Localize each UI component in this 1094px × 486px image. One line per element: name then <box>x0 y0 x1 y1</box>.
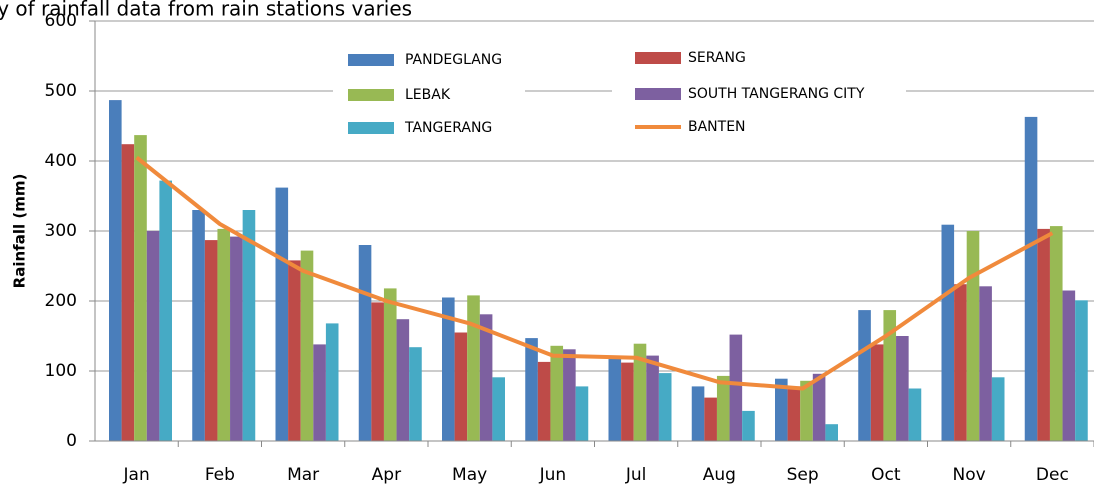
bar <box>608 358 622 441</box>
bar <box>325 323 339 441</box>
x-tick-label: Oct <box>871 465 901 485</box>
bar <box>454 332 468 441</box>
bar <box>525 338 538 441</box>
bar <box>979 286 992 441</box>
bar <box>467 295 480 441</box>
bar <box>313 344 326 441</box>
bar <box>275 187 289 441</box>
bar <box>1062 290 1076 441</box>
bar <box>204 240 218 441</box>
bar <box>908 388 922 441</box>
x-tick-label: Jun <box>539 465 567 485</box>
y-axis-label: Rainfall (mm) <box>11 174 29 289</box>
bar <box>383 288 397 441</box>
y-tick-label: 0 <box>66 431 77 451</box>
bar <box>883 310 897 441</box>
x-tick-label: Nov <box>953 465 986 485</box>
y-tick-label: 100 <box>45 361 77 381</box>
legend-label: TANGERANG <box>404 120 492 136</box>
bar <box>121 144 135 441</box>
bar <box>787 386 801 441</box>
bar <box>800 380 813 441</box>
x-tick-label: Mar <box>287 465 319 485</box>
legend-swatch <box>348 89 394 101</box>
bar <box>1049 226 1063 441</box>
legend-swatch <box>635 88 681 100</box>
bar <box>192 210 205 441</box>
legend-swatch <box>635 52 681 64</box>
bar <box>691 386 705 441</box>
y-tick-label: 300 <box>45 221 77 241</box>
bar <box>358 245 372 441</box>
bar <box>812 373 826 441</box>
bar <box>870 344 884 441</box>
y-tick-label: 200 <box>45 291 77 311</box>
legend-label: LEBAK <box>405 87 451 103</box>
bar <box>658 373 672 441</box>
bar <box>371 302 384 441</box>
legend-label: BANTEN <box>688 119 746 135</box>
bar <box>1037 228 1050 441</box>
bar <box>230 236 243 441</box>
bar <box>396 319 410 441</box>
x-tick-label: Dec <box>1036 465 1069 485</box>
bar <box>300 250 314 441</box>
bar <box>159 180 172 441</box>
bar <box>563 349 576 441</box>
bar <box>858 310 871 441</box>
chart-title: bility of rainfall data from rain statio… <box>0 0 412 21</box>
x-tick-label: May <box>452 465 487 485</box>
bar <box>479 314 493 441</box>
x-tick-label: Feb <box>205 465 235 485</box>
bar <box>134 135 147 441</box>
legend-swatch <box>348 122 394 134</box>
bar <box>492 377 505 441</box>
bar <box>146 231 160 441</box>
bar <box>825 424 838 441</box>
bar <box>575 386 589 441</box>
y-tick-label: 500 <box>45 81 77 101</box>
bar <box>966 231 980 441</box>
bar <box>704 397 717 441</box>
x-tick-label: Jul <box>625 465 647 485</box>
bar <box>217 228 231 441</box>
x-tick-label: Aug <box>703 465 736 485</box>
bar <box>646 355 659 441</box>
bar <box>633 343 647 441</box>
bar <box>775 378 788 441</box>
bar <box>954 284 967 441</box>
bar <box>729 334 743 441</box>
legend-label: PANDEGLANG <box>405 52 502 68</box>
x-tick-label: Apr <box>372 465 401 485</box>
bar <box>742 410 755 441</box>
bar <box>621 362 634 441</box>
y-tick-label: 600 <box>45 11 77 31</box>
bar <box>550 345 564 441</box>
bar <box>442 297 455 441</box>
legend-label: SERANG <box>688 50 746 66</box>
bar <box>409 347 422 441</box>
bar <box>242 210 256 441</box>
bar <box>1024 116 1038 442</box>
bar <box>109 100 122 441</box>
bar <box>991 377 1005 441</box>
bar <box>716 375 730 441</box>
bar <box>288 260 301 441</box>
legend-label: SOUTH TANGERANG CITY <box>688 86 865 102</box>
bar <box>941 224 955 441</box>
bar <box>896 336 909 441</box>
line <box>135 155 1054 391</box>
bar <box>537 361 551 441</box>
x-tick-label: Jan <box>123 465 150 485</box>
bar <box>1075 300 1088 441</box>
x-tick-label: Sep <box>787 465 819 485</box>
y-tick-label: 400 <box>45 151 77 171</box>
legend-swatch <box>348 54 394 66</box>
